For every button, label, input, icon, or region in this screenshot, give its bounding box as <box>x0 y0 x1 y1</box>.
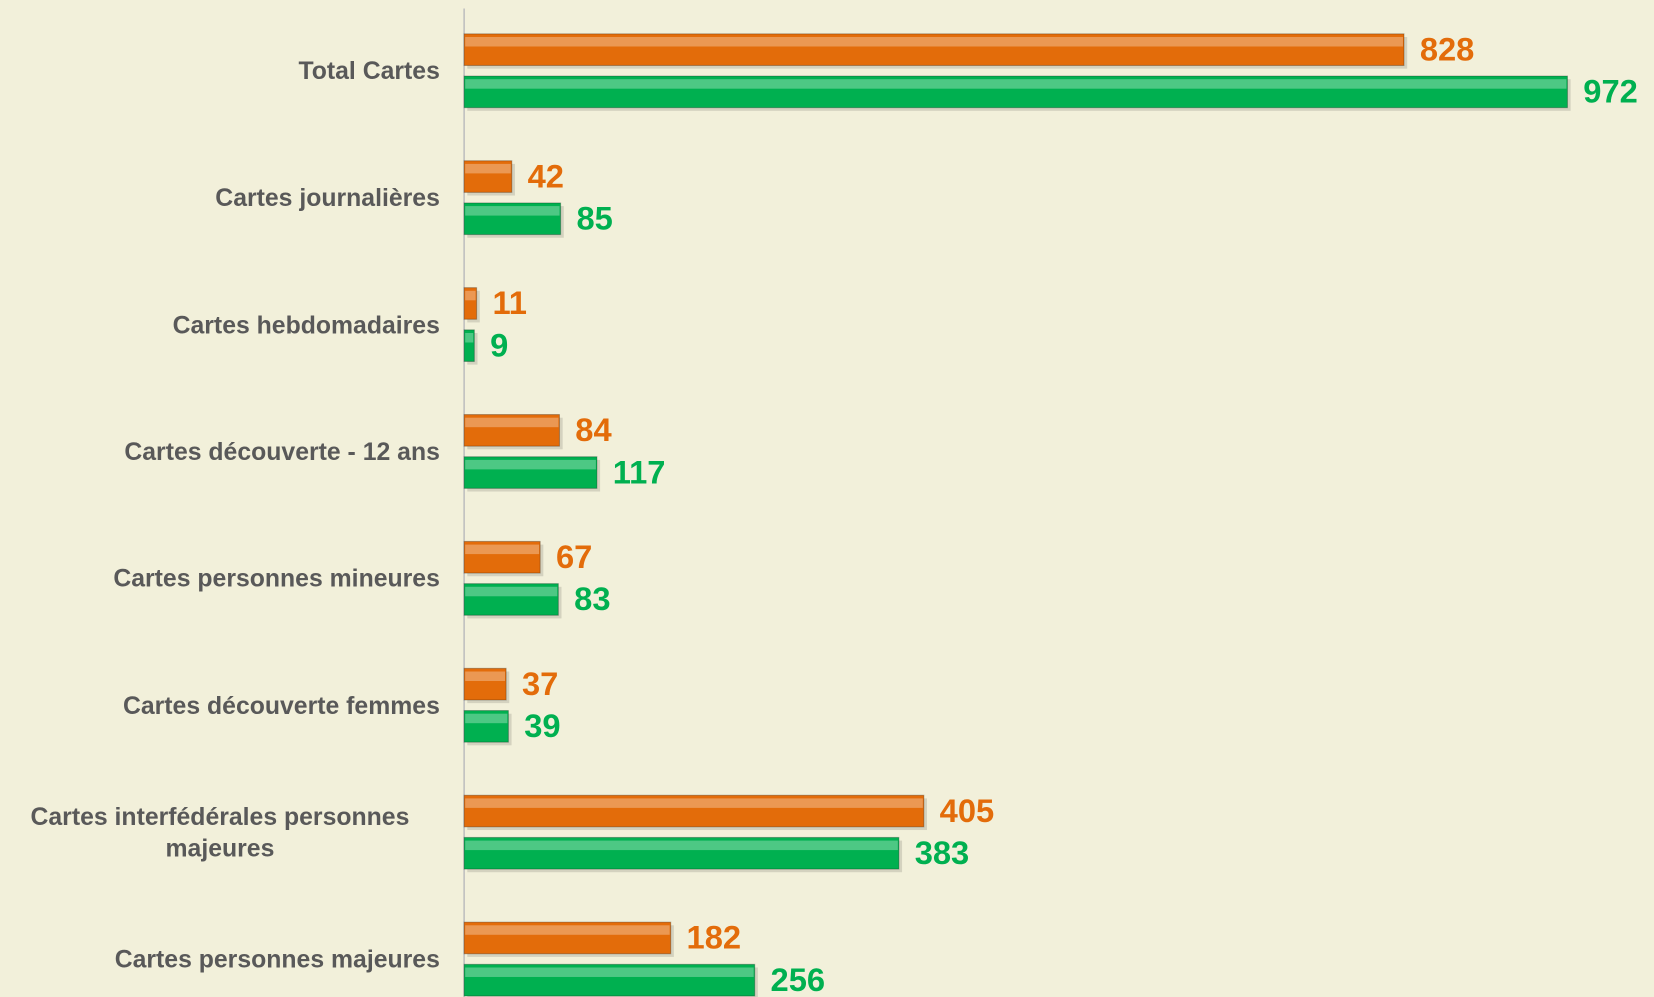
category-label: Cartes personnes majeures <box>114 945 440 973</box>
value-label: 42 <box>528 157 564 194</box>
bar <box>463 75 1568 109</box>
bar-highlight <box>465 290 476 301</box>
bar-highlight <box>465 713 508 724</box>
value-label: 9 <box>490 326 508 363</box>
value-label: 405 <box>940 792 995 829</box>
bar-highlight <box>465 163 511 174</box>
category-label-wrap: Cartes découverte - 12 ans <box>0 409 440 493</box>
category-label: Cartes hebdomadaires <box>172 310 440 339</box>
bar <box>463 456 598 489</box>
value-label: 85 <box>576 200 612 237</box>
bar-highlight <box>465 586 558 597</box>
category-label-box: Cartes découverte femmes <box>0 663 440 747</box>
value-label: 37 <box>522 665 558 702</box>
bar <box>463 33 1405 67</box>
bar-highlight <box>465 332 474 343</box>
bar-highlight <box>465 544 540 555</box>
value-label: 11 <box>492 284 527 321</box>
category-label: Cartes personnes mineures <box>113 564 440 593</box>
value-label: 83 <box>574 580 610 617</box>
value-label: 117 <box>613 453 666 490</box>
value-label: 828 <box>1420 30 1475 67</box>
category-label-box: Total Cartes <box>0 29 440 113</box>
value-label: 383 <box>915 834 970 871</box>
category-label-box: Cartes journalières <box>0 155 440 239</box>
category-label-wrap: Cartes personnes mineures <box>0 536 440 620</box>
category-label-box: Cartes découverte - 12 ans <box>0 409 440 493</box>
category-label: Cartes journalières <box>215 183 440 212</box>
value-label: 182 <box>687 919 742 956</box>
category-label-wrap: Cartes personnes majeures <box>0 917 440 997</box>
category-label-box: Cartes personnes mineures <box>0 536 440 620</box>
category-label: Cartes découverte femmes <box>122 691 440 719</box>
category-label: Total Cartes <box>298 57 440 85</box>
bar-highlight <box>465 925 670 935</box>
bar-highlight <box>465 79 1567 89</box>
bar <box>463 202 562 236</box>
value-label: 67 <box>556 538 592 575</box>
bar-highlight <box>465 798 923 808</box>
bar <box>463 963 756 997</box>
category-label-wrap: Cartes hebdomadaires <box>0 282 440 366</box>
bar <box>463 709 509 743</box>
bar <box>463 794 925 828</box>
category-label-box: Cartes interfédérales personnes majeures <box>0 790 440 874</box>
category-label-wrap: Cartes journalières <box>0 155 440 239</box>
bar <box>463 160 513 193</box>
bar <box>463 583 559 616</box>
value-label: 256 <box>771 961 826 997</box>
bar-highlight <box>465 840 898 851</box>
bar-highlight <box>465 459 596 470</box>
bar <box>463 540 541 574</box>
bar-highlight <box>465 37 1403 47</box>
category-label-wrap: Cartes découverte femmes <box>0 663 440 747</box>
bar-highlight <box>465 967 754 977</box>
category-label-box: Cartes personnes majeures <box>0 917 440 997</box>
category-label-box: Cartes hebdomadaires <box>0 282 440 366</box>
category-label: Cartes découverte - 12 ans <box>124 437 440 466</box>
bar-highlight <box>465 206 560 216</box>
bar <box>463 921 672 955</box>
bar <box>463 414 561 447</box>
bar-highlight <box>465 671 506 681</box>
value-label: 972 <box>1583 73 1638 110</box>
category-label-wrap: Total Cartes <box>0 29 440 113</box>
category-label-wrap: Cartes interfédérales personnes majeures <box>0 790 440 874</box>
value-label: 84 <box>575 411 611 448</box>
bar <box>463 667 507 701</box>
bar-highlight <box>465 417 559 428</box>
category-label: Cartes interfédérales personnes majeures <box>30 802 410 862</box>
bar <box>463 329 475 363</box>
value-label: 39 <box>524 707 560 744</box>
bar <box>463 287 478 320</box>
bar <box>463 836 900 870</box>
